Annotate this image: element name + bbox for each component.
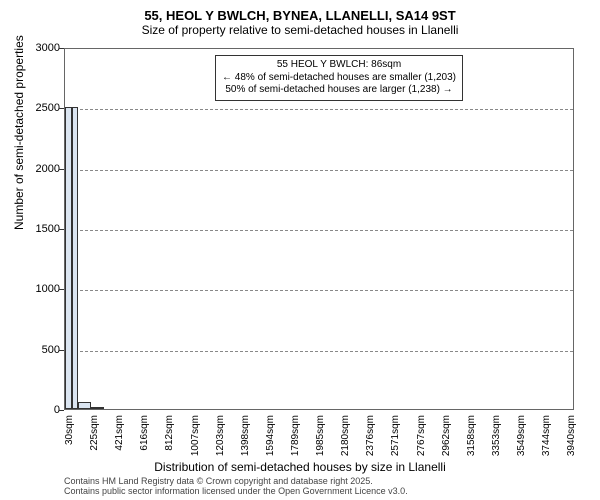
y-axis-title: Number of semi-detached properties (12, 35, 26, 230)
y-tick-mark (59, 410, 64, 411)
footer-line2: Contains public sector information licen… (64, 486, 408, 496)
chart-plot-area: 55 HEOL Y BWLCH: 86sqm← 48% of semi-deta… (64, 48, 574, 410)
x-tick-label: 225sqm (89, 415, 100, 475)
x-tick-label: 2376sqm (365, 415, 376, 475)
x-tick-label: 2767sqm (416, 415, 427, 475)
y-tick-mark (59, 350, 64, 351)
y-tick-mark (59, 289, 64, 290)
highlight-bar (71, 107, 73, 409)
y-tick-label: 2500 (20, 102, 60, 114)
y-tick-mark (59, 48, 64, 49)
chart-title-line2: Size of property relative to semi-detach… (0, 23, 600, 37)
y-tick-label: 1000 (20, 283, 60, 295)
y-tick-label: 500 (20, 344, 60, 356)
y-tick-mark (59, 229, 64, 230)
x-tick-label: 1789sqm (290, 415, 301, 475)
y-tick-label: 3000 (20, 42, 60, 54)
x-tick-label: 1398sqm (240, 415, 251, 475)
y-tick-label: 2000 (20, 163, 60, 175)
gridline (65, 170, 573, 171)
x-tick-label: 2571sqm (390, 415, 401, 475)
y-tick-mark (59, 108, 64, 109)
annotation-box: 55 HEOL Y BWLCH: 86sqm← 48% of semi-deta… (215, 55, 463, 101)
footer-attribution: Contains HM Land Registry data © Crown c… (64, 476, 408, 497)
chart-title-block: 55, HEOL Y BWLCH, BYNEA, LLANELLI, SA14 … (0, 0, 600, 37)
x-tick-label: 3158sqm (466, 415, 477, 475)
x-tick-label: 1985sqm (315, 415, 326, 475)
y-tick-label: 0 (20, 404, 60, 416)
gridline (65, 230, 573, 231)
x-tick-label: 616sqm (139, 415, 150, 475)
gridline (65, 109, 573, 110)
x-tick-label: 3744sqm (541, 415, 552, 475)
y-tick-label: 1500 (20, 223, 60, 235)
x-tick-label: 1203sqm (215, 415, 226, 475)
x-tick-label: 2180sqm (340, 415, 351, 475)
x-tick-label: 3940sqm (566, 415, 577, 475)
x-tick-label: 2962sqm (441, 415, 452, 475)
x-tick-label: 3353sqm (491, 415, 502, 475)
histogram-bar (78, 402, 91, 409)
footer-line1: Contains HM Land Registry data © Crown c… (64, 476, 408, 486)
x-tick-label: 30sqm (64, 415, 75, 475)
x-tick-label: 1594sqm (265, 415, 276, 475)
histogram-bar (91, 407, 104, 409)
chart-title-line1: 55, HEOL Y BWLCH, BYNEA, LLANELLI, SA14 … (0, 8, 600, 23)
x-tick-label: 3549sqm (516, 415, 527, 475)
y-tick-mark (59, 169, 64, 170)
gridline (65, 290, 573, 291)
gridline (65, 351, 573, 352)
x-tick-label: 1007sqm (190, 415, 201, 475)
annotation-line3: 50% of semi-detached houses are larger (… (222, 84, 456, 97)
x-tick-label: 812sqm (164, 415, 175, 475)
annotation-line2: ← 48% of semi-detached houses are smalle… (222, 72, 456, 85)
x-tick-label: 421sqm (114, 415, 125, 475)
annotation-line1: 55 HEOL Y BWLCH: 86sqm (222, 59, 456, 72)
